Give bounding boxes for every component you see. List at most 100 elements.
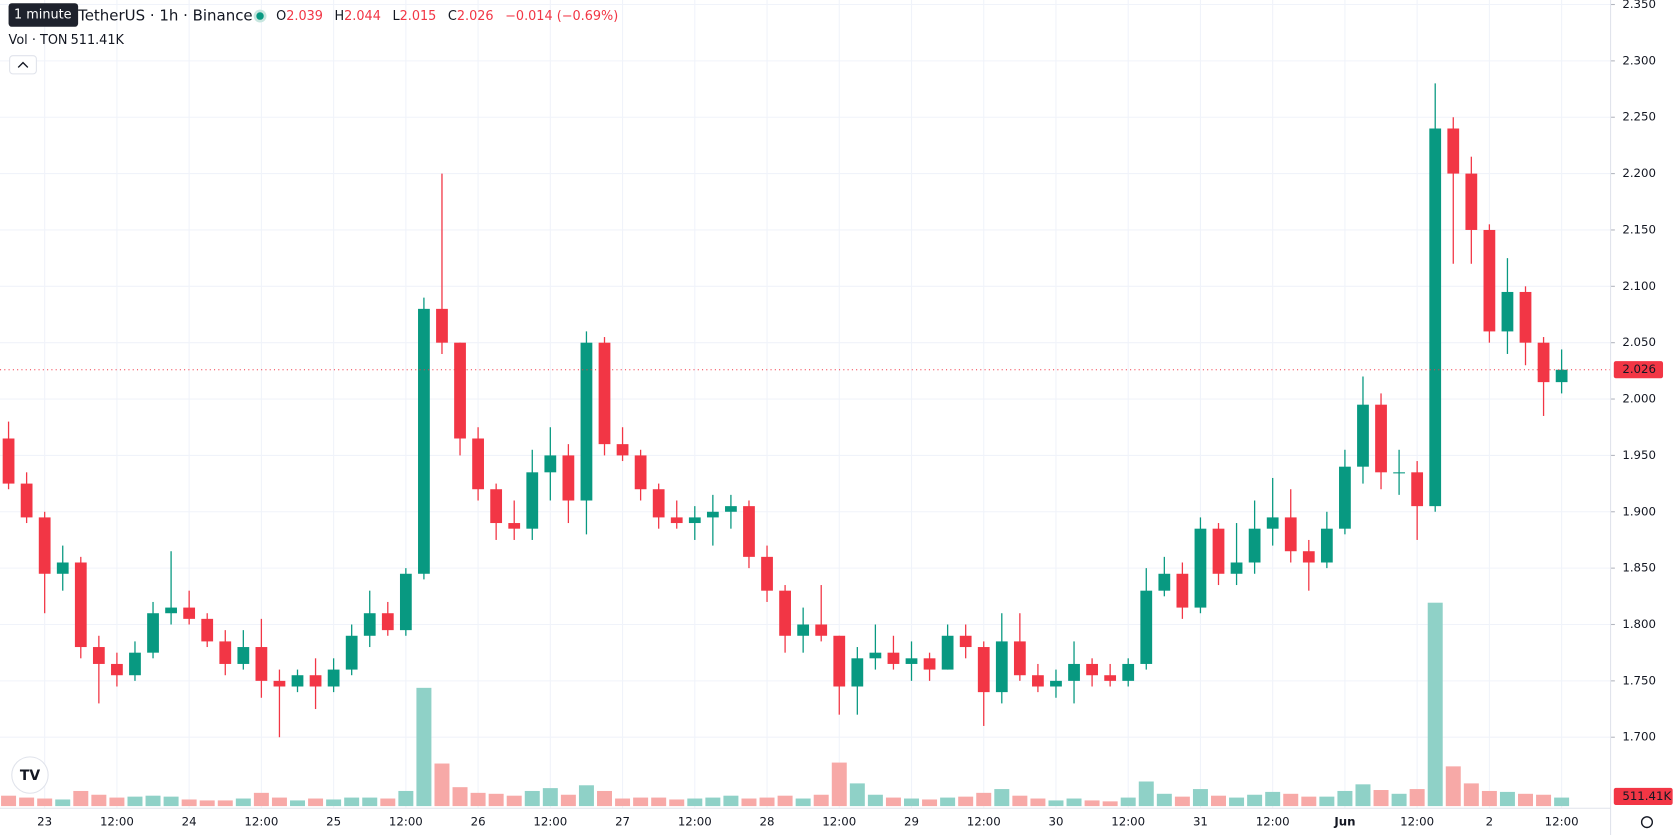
volume-axis-label: 511.41K bbox=[1622, 789, 1671, 803]
volume-bar bbox=[1265, 791, 1281, 807]
volume-bar bbox=[290, 800, 305, 807]
volume-bar bbox=[578, 785, 594, 807]
volume-bar bbox=[524, 790, 540, 807]
candle-body bbox=[165, 607, 177, 614]
candle-body bbox=[111, 663, 123, 676]
x-tick-label: 12:00 bbox=[533, 815, 567, 829]
x-tick-label: 25 bbox=[326, 815, 341, 829]
volume-bar bbox=[560, 794, 576, 807]
candle-body bbox=[670, 517, 683, 524]
volume-bar bbox=[163, 796, 179, 807]
logo[interactable] bbox=[11, 756, 49, 794]
volume-title: Vol · TON bbox=[9, 33, 68, 48]
x-tick-label: 12:00 bbox=[1111, 815, 1145, 829]
y-tick-label: 2.000 bbox=[1622, 392, 1656, 406]
volume-bar bbox=[1211, 795, 1226, 807]
collapse-button[interactable] bbox=[9, 55, 37, 75]
volume-bar bbox=[831, 762, 847, 807]
x-tick-label: 31 bbox=[1193, 815, 1208, 829]
volume-bar bbox=[55, 799, 71, 807]
candle-body bbox=[327, 669, 340, 687]
candle-body bbox=[688, 517, 701, 524]
candle-body bbox=[1176, 573, 1189, 608]
x-tick-label: 24 bbox=[182, 815, 197, 829]
candle-body bbox=[436, 308, 448, 343]
volume-bar bbox=[1463, 783, 1479, 807]
candle-body bbox=[1357, 404, 1369, 467]
close-value: 2.026 bbox=[457, 9, 494, 24]
volume-bar bbox=[1554, 797, 1570, 807]
tooltip bbox=[8, 3, 79, 27]
volume-bar bbox=[777, 795, 793, 807]
volume-bar bbox=[91, 794, 107, 807]
volume-bar bbox=[1084, 800, 1100, 807]
volume-bar bbox=[849, 783, 865, 807]
volume-bar bbox=[1283, 793, 1299, 807]
candle-body bbox=[1266, 517, 1279, 529]
x-tick-label: 12:00 bbox=[1545, 815, 1579, 829]
x-tick-label: 12:00 bbox=[389, 815, 423, 829]
volume-bar bbox=[235, 798, 251, 807]
candle-body bbox=[1032, 675, 1044, 687]
volume-bar bbox=[904, 798, 919, 807]
candle-body bbox=[2, 438, 15, 484]
volume-bar bbox=[73, 790, 89, 807]
volume-bar bbox=[127, 796, 143, 807]
candles bbox=[2, 83, 1568, 738]
candle-body bbox=[616, 444, 629, 456]
settings-icon[interactable] bbox=[1640, 816, 1654, 829]
y-tick-label: 1.900 bbox=[1622, 504, 1656, 518]
symbol: TetherUS · 1h · Binance bbox=[77, 7, 253, 25]
candle-body bbox=[1248, 528, 1261, 563]
change: −0.014 (−0.69%) bbox=[505, 9, 618, 24]
volume-bar bbox=[633, 797, 649, 807]
collapse-icon bbox=[17, 61, 29, 68]
candle-body bbox=[38, 517, 51, 574]
volume-bar bbox=[723, 795, 739, 807]
candle-body bbox=[887, 652, 900, 664]
candle-body bbox=[1013, 641, 1026, 676]
volume-bar bbox=[452, 787, 468, 807]
x-tick-label: 27 bbox=[615, 815, 630, 829]
candle-body bbox=[183, 607, 196, 619]
candle-body bbox=[634, 455, 647, 490]
volume-bar bbox=[1048, 800, 1064, 807]
volume-bar bbox=[867, 794, 883, 807]
candle-body bbox=[743, 506, 755, 557]
y-tick-label: 1.750 bbox=[1622, 673, 1656, 687]
y-tick-label: 2.100 bbox=[1622, 279, 1656, 293]
candle-body bbox=[941, 635, 954, 670]
candle-body bbox=[598, 342, 611, 445]
x-tick-label: 26 bbox=[471, 815, 486, 829]
candle-body bbox=[1501, 291, 1514, 332]
volume-bar bbox=[994, 789, 1010, 807]
volume-bar bbox=[506, 795, 522, 807]
candle-body bbox=[544, 455, 557, 473]
y-tick-label: 1.850 bbox=[1622, 561, 1656, 575]
volume-bar bbox=[597, 790, 612, 807]
candle-body bbox=[1284, 517, 1297, 552]
x-tick-label: 29 bbox=[904, 815, 919, 829]
volume-bar bbox=[416, 687, 432, 807]
y-tick-label: 2.300 bbox=[1622, 53, 1656, 67]
candle-body bbox=[1393, 472, 1405, 474]
candle-body bbox=[1068, 663, 1080, 681]
candle-body bbox=[418, 308, 430, 574]
y-tick-label: 2.350 bbox=[1622, 0, 1656, 11]
volume-bar bbox=[1120, 797, 1136, 807]
volume-bar bbox=[669, 799, 685, 807]
y-tick-label: 1.950 bbox=[1622, 448, 1656, 462]
x-tick-label: 12:00 bbox=[678, 815, 712, 829]
volume-bar bbox=[1355, 784, 1371, 807]
x-tick-label: 23 bbox=[37, 815, 52, 829]
candle-body bbox=[1050, 680, 1062, 687]
volume-bar bbox=[326, 799, 342, 807]
candle-body bbox=[1339, 466, 1351, 529]
x-tick-label: 12:00 bbox=[1400, 815, 1434, 829]
candle-body bbox=[959, 635, 972, 648]
volume-bar bbox=[1373, 790, 1389, 807]
candle-body bbox=[725, 506, 737, 512]
